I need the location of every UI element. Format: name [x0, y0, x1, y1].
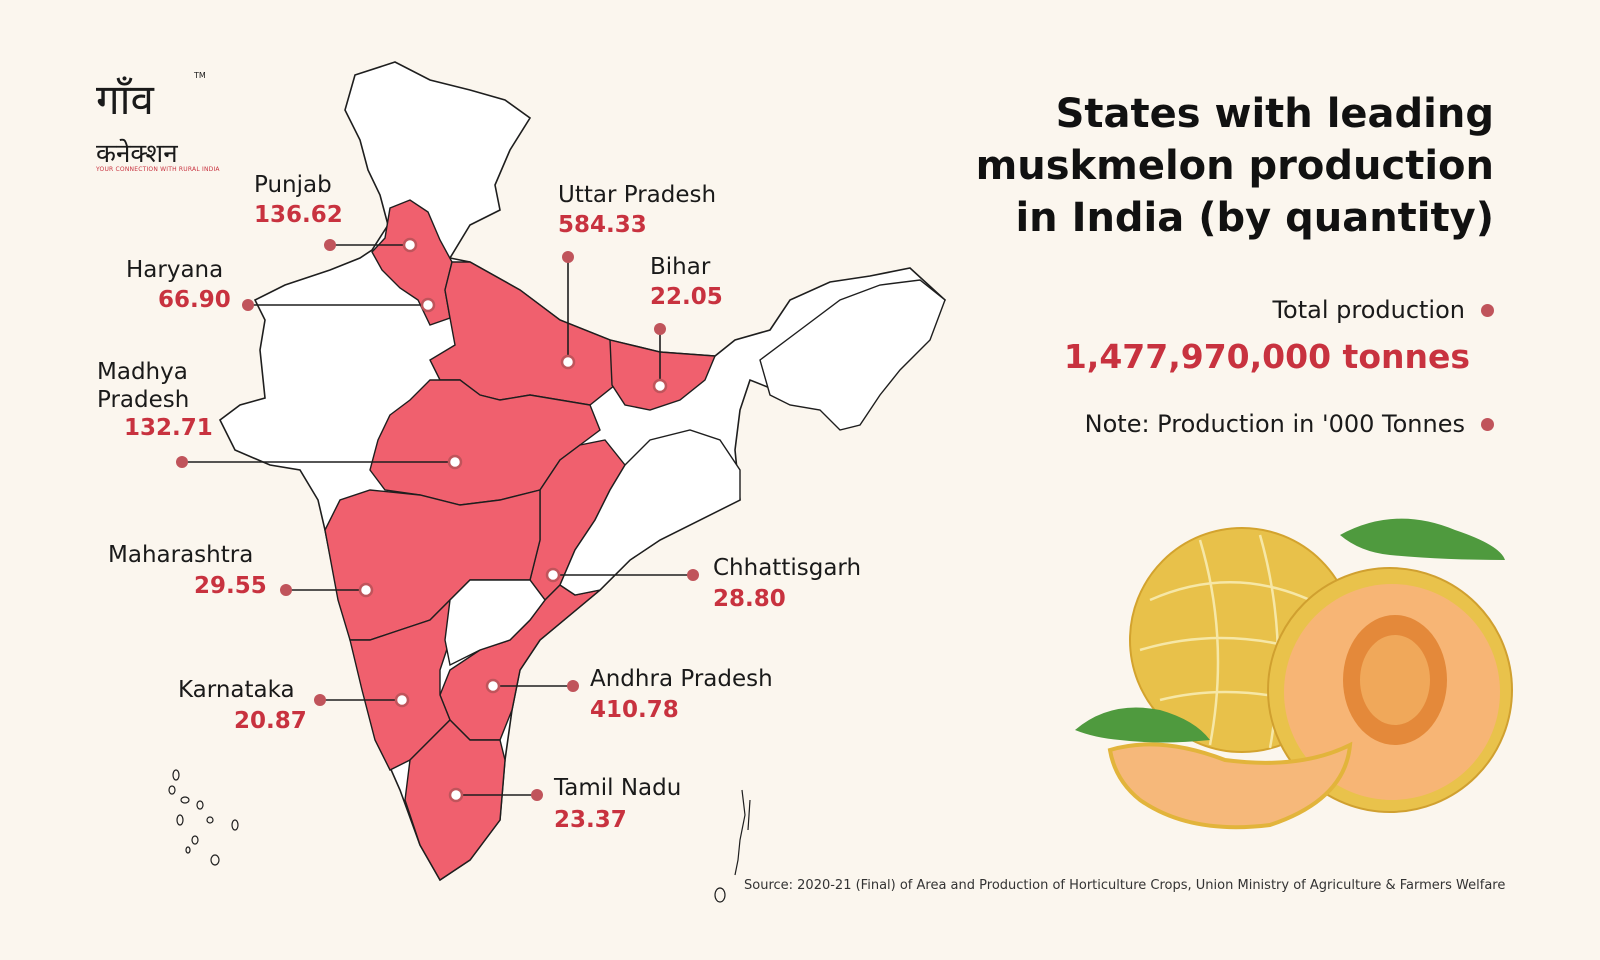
region-odisha	[559, 429, 741, 596]
bullet-dot	[1481, 303, 1494, 317]
leaf-top	[1340, 518, 1505, 560]
islands	[168, 769, 751, 903]
label-dot-uttar-pradesh	[562, 251, 574, 263]
logo-tm: TM	[193, 71, 206, 80]
state-value-punjab: 136.62	[254, 202, 343, 228]
total-production-value: 1,477,970,000 tonnes	[1063, 337, 1470, 376]
state-marker-chhattisgarh	[545, 567, 561, 583]
leaf-bottom	[1075, 707, 1210, 743]
state-value-tamil-nadu: 23.37	[554, 807, 627, 833]
state-name-uttar-pradesh: Uttar Pradesh	[558, 182, 716, 208]
region-bihar	[609, 339, 717, 411]
state-name-bihar: Bihar	[650, 254, 711, 280]
melon-slice	[1107, 741, 1353, 830]
page-title: States with leading muskmelon production…	[934, 88, 1494, 244]
label-dot-bihar	[654, 323, 666, 335]
state-marker-uttar-pradesh	[560, 354, 576, 370]
state-marker-bihar	[652, 378, 668, 394]
region-karnataka	[349, 598, 451, 771]
label-dot-tamil-nadu	[531, 789, 543, 801]
muskmelon-illustration	[1075, 518, 1513, 830]
title-line-3: in India (by quantity)	[1015, 195, 1494, 241]
label-dot-madhya-pradesh	[176, 456, 188, 468]
label-dot-karnataka	[314, 694, 326, 706]
label-dot-maharashtra	[280, 584, 292, 596]
state-value-chhattisgarh: 28.80	[713, 586, 786, 612]
state-marker-maharashtra	[358, 582, 374, 598]
state-value-maharashtra: 29.55	[194, 573, 267, 599]
state-value-andhra-pradesh: 410.78	[590, 697, 679, 723]
logo-tagline: YOUR CONNECTION WITH RURAL INDIA	[96, 166, 220, 173]
state-name-chhattisgarh: Chhattisgarh	[713, 555, 861, 581]
source-note: Source: 2020-21 (Final) of Area and Prod…	[744, 878, 1506, 893]
state-marker-karnataka	[394, 692, 410, 708]
title-line-1: States with leading	[1055, 91, 1494, 137]
total-production-label: Total production	[1272, 296, 1465, 324]
bullet-dot	[1481, 417, 1494, 431]
state-marker-tamil-nadu	[448, 787, 464, 803]
state-marker-madhya-pradesh	[447, 454, 463, 470]
region-punjab-haryana	[371, 199, 453, 326]
highlighted-states	[324, 199, 717, 881]
state-marker-andhra-pradesh	[485, 678, 501, 694]
region-telangana	[444, 579, 546, 667]
state-value-bihar: 22.05	[650, 284, 723, 310]
state-marker-haryana	[420, 297, 436, 313]
brand-logo: गाँव कनेक्शन TM	[96, 71, 206, 169]
leader-lines	[176, 237, 699, 803]
northeast-outline	[759, 279, 946, 431]
logo-text-bottom: कनेक्शन	[96, 138, 178, 169]
state-name-punjab: Punjab	[254, 172, 332, 198]
state-name-haryana: Haryana	[126, 257, 223, 283]
label-dot-chhattisgarh	[687, 569, 699, 581]
state-marker-punjab	[402, 237, 418, 253]
label-dot-punjab	[324, 239, 336, 251]
state-name-madhya-pradesh: Madhya Pradesh	[97, 359, 189, 413]
state-value-karnataka: 20.87	[234, 708, 307, 734]
logo-text-top: गाँव	[96, 75, 155, 124]
state-value-madhya-pradesh: 132.71	[124, 415, 213, 441]
label-dot-andhra-pradesh	[567, 680, 579, 692]
state-name-maharashtra: Maharashtra	[108, 542, 253, 568]
state-value-haryana: 66.90	[158, 287, 231, 313]
title-line-2: muskmelon production	[975, 143, 1494, 189]
state-value-uttar-pradesh: 584.33	[558, 212, 647, 238]
region-madhya-pradesh	[369, 379, 601, 506]
note-text: Note: Production in '000 Tonnes	[1084, 410, 1465, 438]
note-row: Note: Production in '000 Tonnes	[1085, 410, 1494, 438]
label-dot-haryana	[242, 299, 254, 311]
state-name-tamil-nadu: Tamil Nadu	[553, 775, 681, 801]
state-labels: Punjab 136.62 Haryana 66.90 Uttar Pradesh 584…	[97, 172, 861, 833]
total-production-row: Total production	[1272, 296, 1494, 324]
state-name-andhra-pradesh: Andhra Pradesh	[590, 666, 773, 692]
state-name-karnataka: Karnataka	[178, 677, 295, 703]
